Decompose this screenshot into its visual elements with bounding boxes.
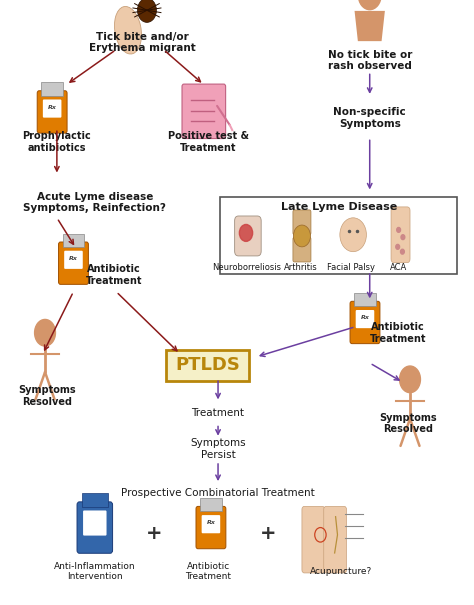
Polygon shape bbox=[355, 11, 385, 41]
Text: PTLDS: PTLDS bbox=[175, 356, 240, 374]
Text: Prospective Combinatorial Treatment: Prospective Combinatorial Treatment bbox=[121, 488, 315, 498]
Circle shape bbox=[401, 249, 404, 254]
Bar bbox=[63, 234, 84, 247]
Circle shape bbox=[358, 0, 381, 10]
FancyBboxPatch shape bbox=[302, 506, 325, 573]
Text: Acupuncture?: Acupuncture? bbox=[310, 567, 373, 576]
Text: +: + bbox=[260, 524, 276, 543]
Text: Late Lyme Disease: Late Lyme Disease bbox=[281, 202, 397, 212]
Text: Arthritis: Arthritis bbox=[284, 263, 318, 272]
Text: Prophylactic
antibiotics: Prophylactic antibiotics bbox=[22, 131, 91, 153]
FancyBboxPatch shape bbox=[235, 216, 261, 256]
Text: Rx: Rx bbox=[48, 105, 56, 110]
Text: Anti-Inflammation
Intervention: Anti-Inflammation Intervention bbox=[54, 562, 136, 581]
FancyBboxPatch shape bbox=[83, 511, 107, 535]
FancyBboxPatch shape bbox=[293, 210, 311, 235]
Text: Neuroborreliosis: Neuroborreliosis bbox=[212, 263, 281, 272]
Text: Antibiotic
Treatment: Antibiotic Treatment bbox=[85, 264, 142, 286]
Bar bbox=[41, 82, 63, 96]
Text: Antibiotic
Treatment: Antibiotic Treatment bbox=[185, 562, 232, 581]
FancyBboxPatch shape bbox=[43, 99, 62, 117]
Bar bbox=[354, 293, 376, 306]
FancyBboxPatch shape bbox=[201, 515, 220, 533]
Text: Rx: Rx bbox=[69, 256, 78, 261]
Text: Symptoms
Resolved: Symptoms Resolved bbox=[379, 413, 437, 434]
Text: Rx: Rx bbox=[361, 315, 369, 320]
FancyBboxPatch shape bbox=[64, 250, 83, 269]
Circle shape bbox=[400, 366, 420, 393]
Bar bbox=[82, 492, 108, 507]
Text: Symptoms
Resolved: Symptoms Resolved bbox=[18, 385, 76, 407]
Circle shape bbox=[396, 244, 400, 249]
Text: Facial Palsy: Facial Palsy bbox=[327, 263, 375, 272]
FancyBboxPatch shape bbox=[77, 502, 112, 553]
Text: ACA: ACA bbox=[390, 263, 407, 272]
FancyBboxPatch shape bbox=[182, 84, 226, 139]
Circle shape bbox=[137, 0, 156, 22]
Text: Acute Lyme disease
Symptoms, Reinfection?: Acute Lyme disease Symptoms, Reinfection… bbox=[23, 192, 166, 214]
FancyBboxPatch shape bbox=[293, 237, 311, 262]
FancyBboxPatch shape bbox=[166, 350, 249, 381]
Circle shape bbox=[35, 319, 55, 346]
Text: Rx: Rx bbox=[207, 520, 215, 525]
Circle shape bbox=[401, 235, 405, 240]
FancyBboxPatch shape bbox=[196, 506, 226, 549]
Text: Positive test &
Treatment: Positive test & Treatment bbox=[168, 131, 249, 153]
FancyBboxPatch shape bbox=[324, 506, 346, 573]
Text: No tick bite or
rash observed: No tick bite or rash observed bbox=[328, 50, 412, 71]
FancyBboxPatch shape bbox=[356, 310, 374, 328]
Text: Tick bite and/or
Erythema migrant: Tick bite and/or Erythema migrant bbox=[89, 31, 196, 53]
Circle shape bbox=[397, 227, 401, 232]
Text: Symptoms
Persist: Symptoms Persist bbox=[190, 438, 246, 460]
Circle shape bbox=[239, 224, 253, 241]
FancyBboxPatch shape bbox=[37, 91, 67, 133]
Circle shape bbox=[340, 218, 366, 252]
Text: Antibiotic
Treatment: Antibiotic Treatment bbox=[370, 322, 427, 344]
Ellipse shape bbox=[114, 7, 142, 54]
Bar bbox=[200, 498, 222, 511]
FancyBboxPatch shape bbox=[391, 207, 410, 263]
Text: Non-specific
Symptoms: Non-specific Symptoms bbox=[333, 107, 406, 129]
Text: Treatment: Treatment bbox=[191, 408, 245, 417]
FancyBboxPatch shape bbox=[220, 197, 457, 274]
Circle shape bbox=[293, 225, 310, 247]
FancyBboxPatch shape bbox=[59, 242, 88, 284]
Text: +: + bbox=[146, 524, 162, 543]
FancyBboxPatch shape bbox=[350, 301, 380, 344]
